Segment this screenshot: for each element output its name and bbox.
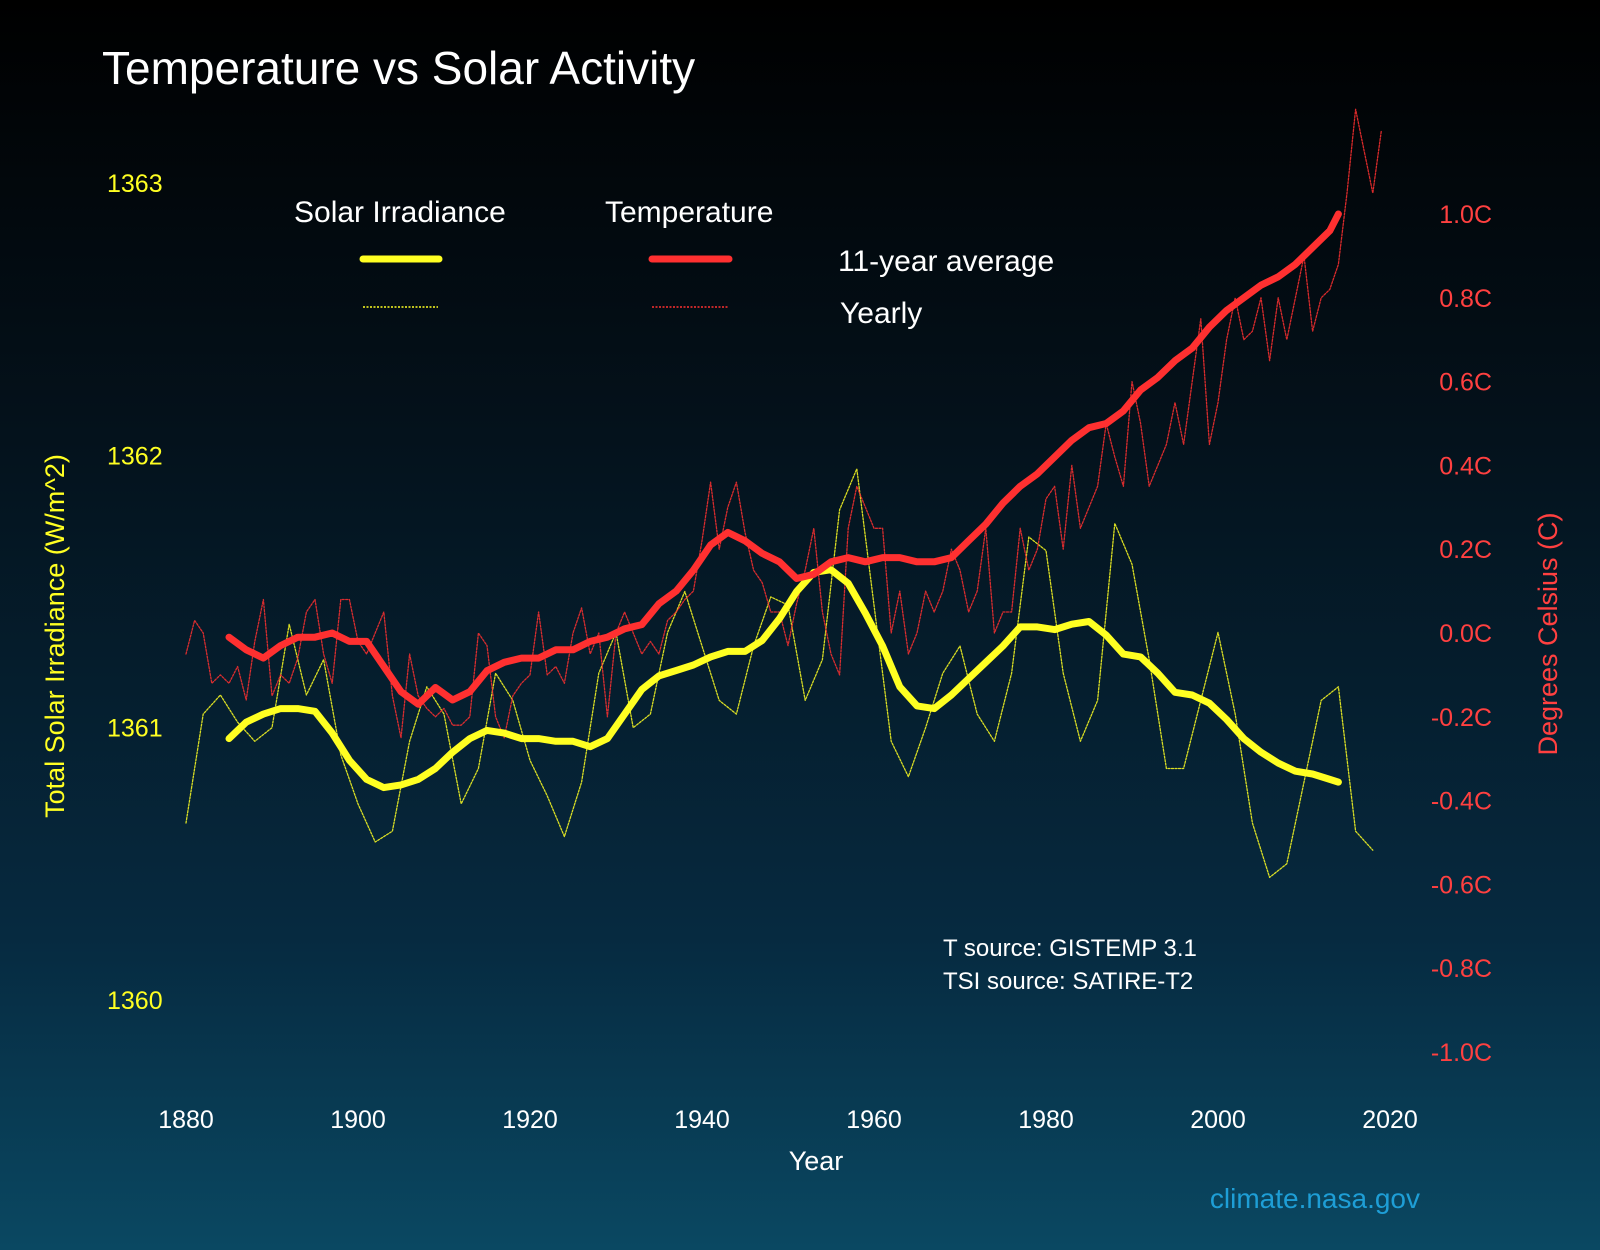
solar-average-line (225, 566, 1342, 792)
x-tick-label: 1880 (158, 1106, 214, 1134)
legend: Solar Irradiance Temperature 11-year ave… (294, 196, 1054, 330)
x-tick-labels: 1880 1900 1920 1940 1960 1980 2000 2020 (158, 1106, 1418, 1134)
y-right-tick-label: -0.4C (1431, 788, 1492, 816)
y-left-axis-label: Total Solar Irradiance (W/m^2) (40, 454, 70, 818)
x-tick-label: 2000 (1190, 1106, 1246, 1134)
solar-yearly-line (185, 468, 1374, 879)
y-left-tick-label: 1360 (107, 987, 163, 1015)
y-right-tick-label: 0.0C (1439, 620, 1492, 648)
x-tick-label: 1900 (330, 1106, 386, 1134)
temperature-average-line (225, 210, 1342, 708)
x-tick-label: 1940 (674, 1106, 730, 1134)
y-right-tick-label: -0.6C (1431, 871, 1492, 899)
y-left-tick-label: 1363 (107, 170, 163, 198)
x-tick-label: 1960 (846, 1106, 902, 1134)
y-left-tick-labels: 1363 1362 1361 1360 (107, 170, 163, 1015)
legend-temperature-label: Temperature (605, 196, 773, 229)
temperature-yearly-line (185, 108, 1383, 739)
y-right-tick-labels: 1.0C 0.8C 0.6C 0.4C 0.2C 0.0C -0.2C -0.4C -0.6C -… (1431, 201, 1492, 1067)
y-right-tick-label: -0.8C (1431, 955, 1492, 983)
x-tick-label: 2020 (1362, 1106, 1418, 1134)
x-tick-label: 1920 (502, 1106, 558, 1134)
y-right-axis-label: Degrees Celsius (C) (1533, 512, 1563, 755)
y-right-tick-label: -0.2C (1431, 704, 1492, 732)
x-axis-label: Year (789, 1146, 844, 1176)
chart-title: Temperature vs Solar Activity (102, 42, 695, 94)
legend-yearly-label: Yearly (840, 297, 922, 330)
y-right-tick-label: -1.0C (1431, 1039, 1492, 1067)
legend-solar-label: Solar Irradiance (294, 196, 506, 229)
temperature-source-note: T source: GISTEMP 3.1 (943, 935, 1197, 962)
tsi-source-note: TSI source: SATIRE-T2 (943, 968, 1193, 995)
y-right-tick-label: 0.6C (1439, 369, 1492, 397)
y-right-tick-label: 1.0C (1439, 201, 1492, 229)
x-tick-label: 1980 (1018, 1106, 1074, 1134)
legend-average-label: 11-year average (838, 245, 1054, 278)
series-layer (185, 108, 1383, 879)
y-right-tick-label: 0.2C (1439, 536, 1492, 564)
credit-link[interactable]: climate.nasa.gov (1210, 1183, 1420, 1214)
y-right-tick-label: 0.8C (1439, 285, 1492, 313)
y-right-tick-label: 0.4C (1439, 452, 1492, 480)
y-left-tick-label: 1362 (107, 442, 163, 470)
y-left-tick-label: 1361 (107, 715, 163, 743)
